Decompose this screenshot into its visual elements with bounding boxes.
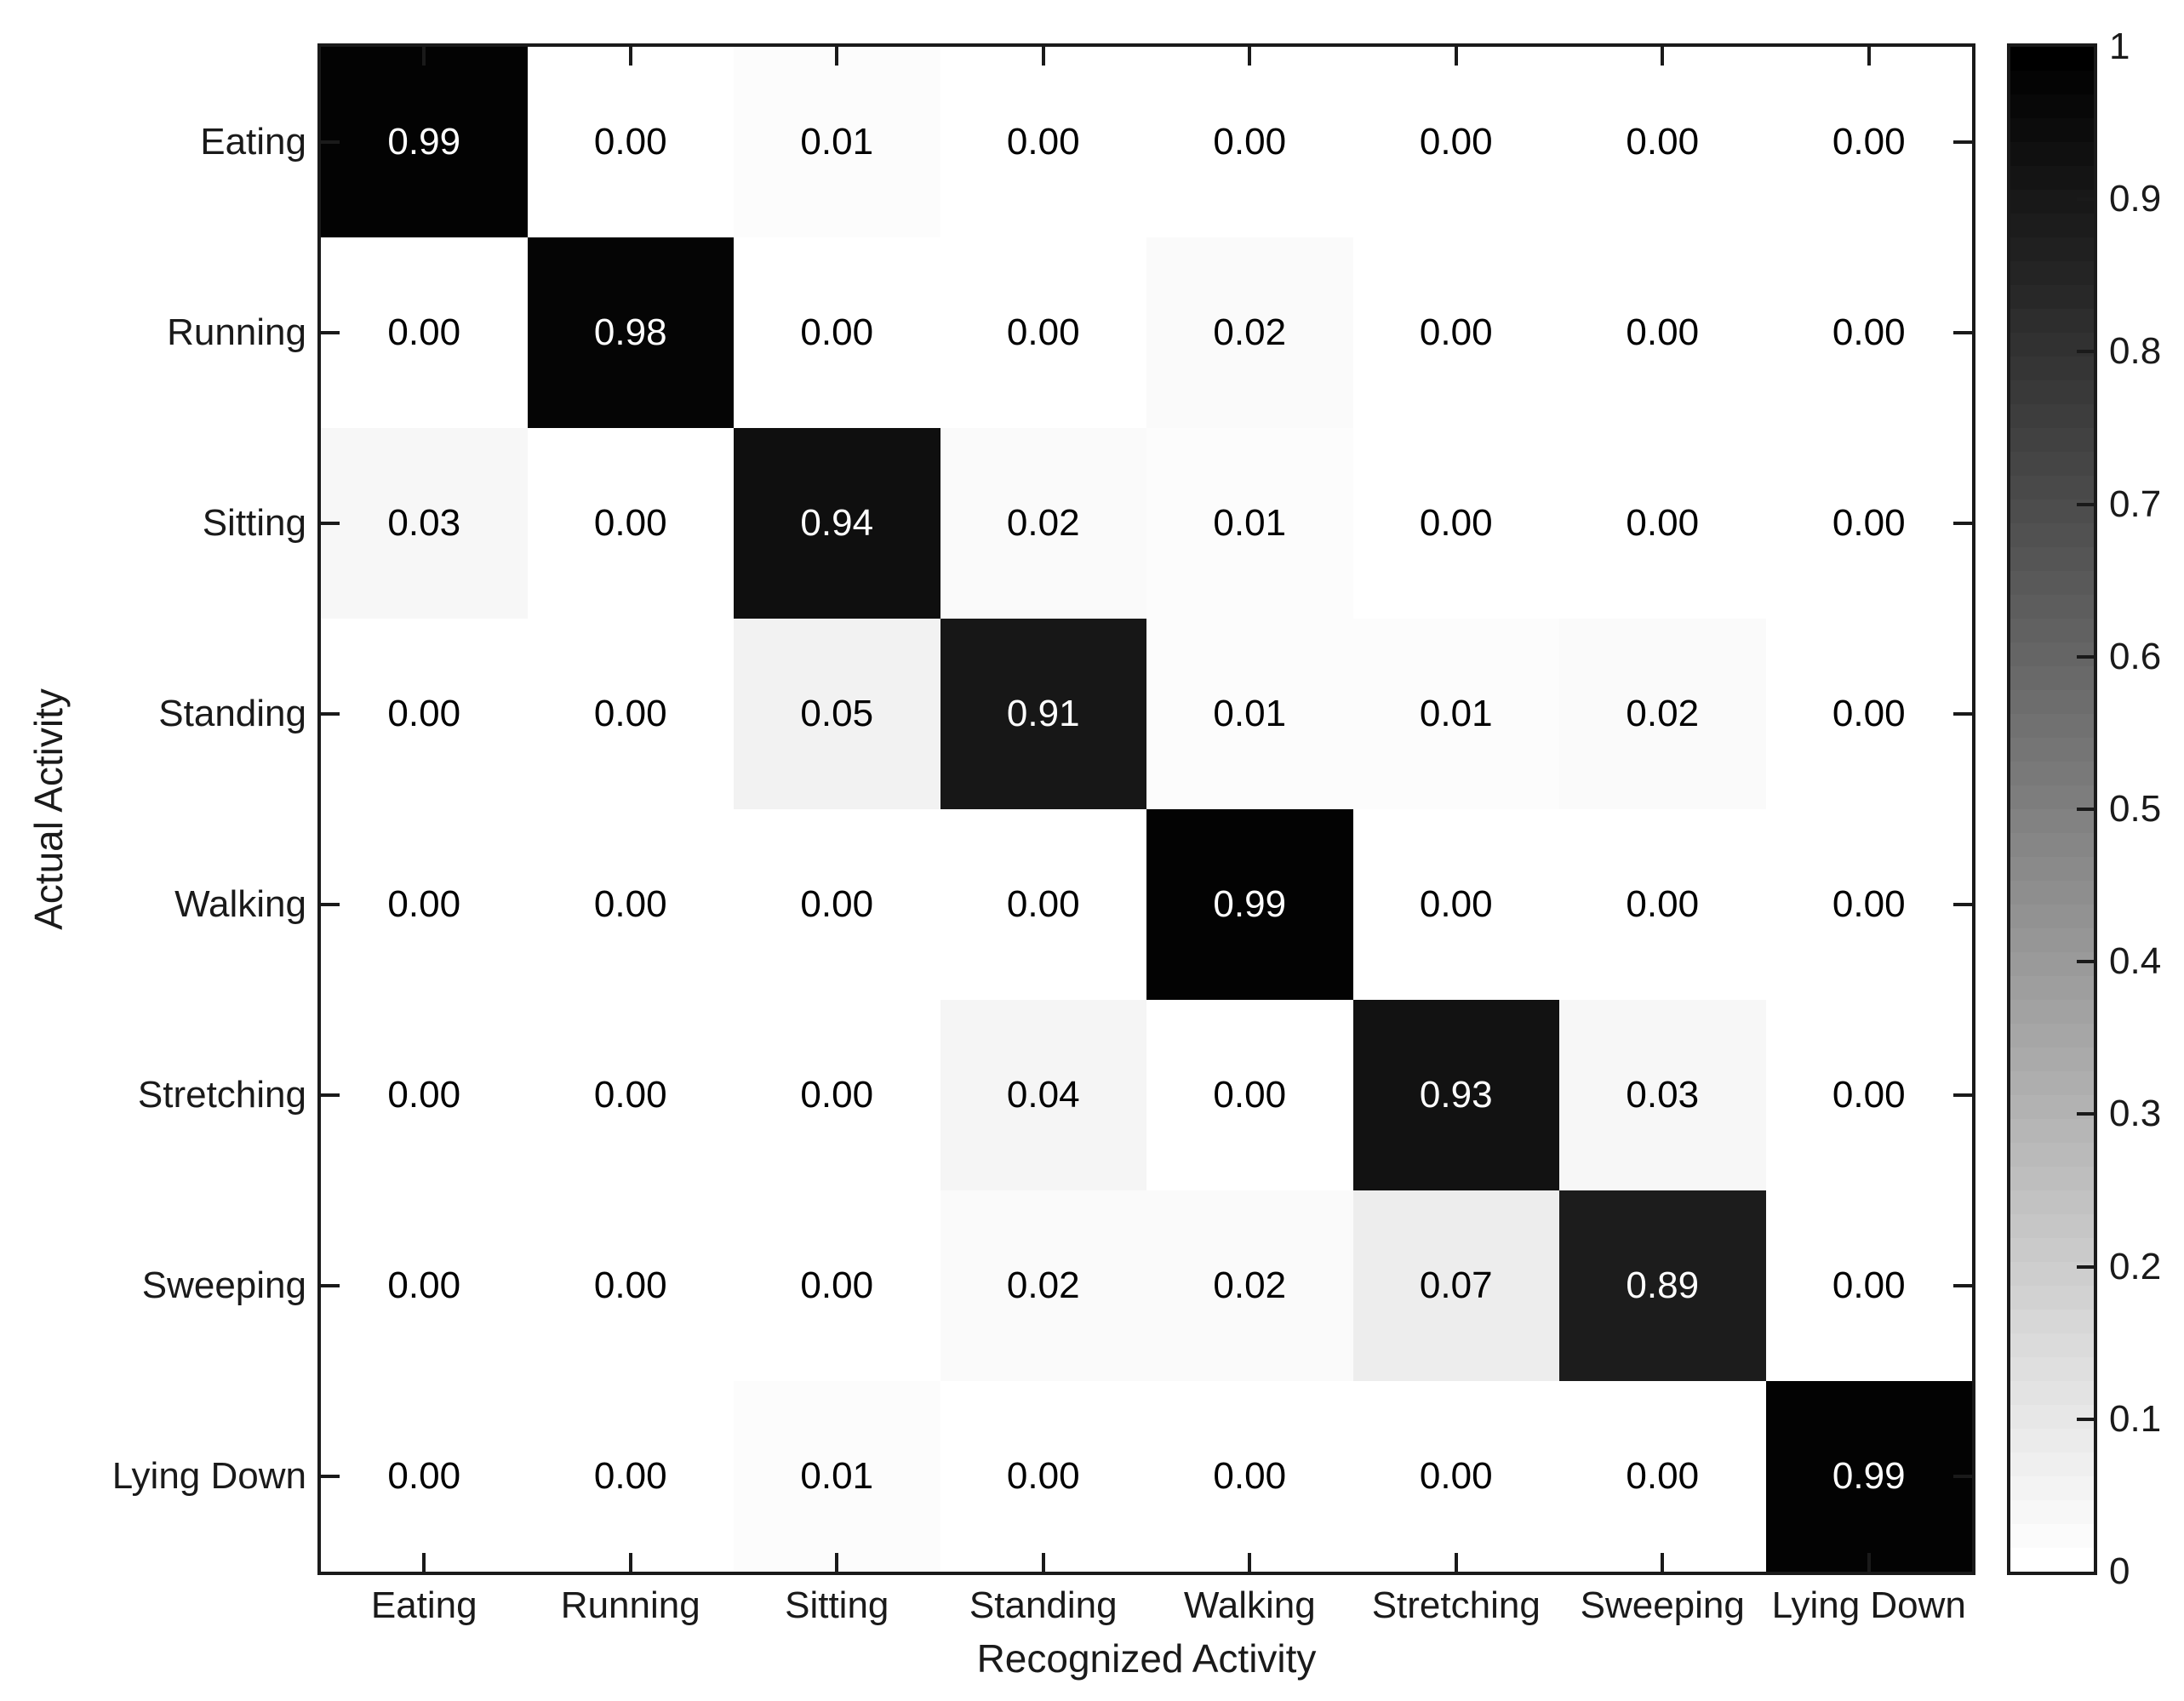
heatmap-cell: 0.00	[1559, 47, 1766, 237]
heatmap-cell: 0.00	[1146, 47, 1353, 237]
heatmap-cell: 0.02	[1146, 237, 1353, 428]
heatmap-cell: 0.00	[321, 1190, 528, 1381]
heatmap-cell: 0.00	[527, 1381, 734, 1572]
heatmap-cell: 0.00	[734, 1000, 940, 1190]
heatmap-cell: 0.02	[1559, 619, 1766, 809]
x-tick-label: Sweeping	[1580, 1584, 1745, 1626]
y-tick-label: Standing	[158, 693, 306, 734]
heatmap-cell: 0.00	[527, 428, 734, 619]
heatmap-cell: 0.00	[940, 237, 1146, 428]
heatmap-cell: 0.99	[321, 47, 528, 237]
colorbar-tick-label: 0.7	[2109, 482, 2162, 525]
heatmap-cell: 0.00	[940, 1381, 1146, 1572]
heatmap-cell: 0.00	[1559, 1381, 1766, 1572]
heatmap-cell: 0.04	[940, 1000, 1146, 1190]
heatmap-cell: 0.00	[1559, 428, 1766, 619]
heatmap-cell: 0.00	[1765, 619, 1972, 809]
colorbar-tick-label: 0.3	[2109, 1093, 2162, 1135]
colorbar-tick-label: 0.8	[2109, 330, 2162, 373]
x-tick-label: Eating	[370, 1584, 477, 1626]
heatmap-cell: 0.89	[1559, 1190, 1766, 1381]
colorbar	[2010, 47, 2094, 1572]
x-tick-label: Stretching	[1371, 1584, 1541, 1626]
heatmap-cell: 0.00	[1559, 809, 1766, 1000]
heatmap-cell: 0.00	[321, 809, 528, 1000]
y-tick-label: Sweeping	[141, 1264, 306, 1306]
y-tick-label: Sitting	[202, 502, 306, 544]
heatmap-cell: 0.91	[940, 619, 1146, 809]
heatmap-cell: 0.03	[321, 428, 528, 619]
heatmap-cell: 0.00	[1765, 47, 1972, 237]
colorbar-tick-label: 1	[2109, 26, 2130, 67]
heatmap-plot-area: 0.99 0.00 0.01 0.00 0.00 0.00 0.00 0.00 0.00 0.98…	[321, 47, 1972, 1572]
heatmap-cell: 0.00	[1352, 237, 1559, 428]
y-tick-label: Lying Down	[111, 1455, 306, 1497]
heatmap-cell: 0.94	[734, 428, 940, 619]
heatmap-cell: 0.00	[1559, 237, 1766, 428]
heatmap-cell: 0.01	[734, 47, 940, 237]
colorbar-tick-label: 0.9	[2109, 178, 2162, 220]
heatmap-cell: 0.00	[321, 237, 528, 428]
colorbar-tick-label: 0.4	[2109, 940, 2162, 983]
x-tick-label: Running	[560, 1584, 700, 1626]
x-tick-label: Lying Down	[1771, 1584, 1966, 1626]
heatmap-cell: 0.00	[1765, 1000, 1972, 1190]
colorbar-tick-label: 0.5	[2109, 788, 2162, 830]
y-axis-title: Actual Activity	[26, 688, 71, 930]
heatmap-cell: 0.00	[1765, 237, 1972, 428]
heatmap-cell: 0.00	[1146, 1000, 1353, 1190]
colorbar-tick-label: 0	[2109, 1550, 2130, 1592]
y-tick-label: Walking	[174, 883, 306, 925]
x-tick-label: Walking	[1183, 1584, 1316, 1626]
heatmap-cell: 0.07	[1352, 1190, 1559, 1381]
heatmap-cell: 0.00	[1765, 428, 1972, 619]
y-tick-label: Running	[167, 311, 306, 353]
colorbar-tick-label: 0.6	[2109, 635, 2162, 677]
heatmap-cell: 0.01	[1146, 428, 1353, 619]
heatmap-cell: 0.00	[940, 809, 1146, 1000]
x-tick-label: Standing	[969, 1584, 1118, 1626]
heatmap-cell: 0.99	[1765, 1381, 1972, 1572]
colorbar-tick-label: 0.1	[2109, 1397, 2162, 1440]
heatmap-cell: 0.05	[734, 619, 940, 809]
heatmap-cell: 0.99	[1146, 809, 1353, 1000]
heatmap-cell: 0.00	[734, 809, 940, 1000]
heatmap-cell: 0.02	[940, 1190, 1146, 1381]
heatmap-cell: 0.00	[940, 47, 1146, 237]
heatmap-cell: 0.00	[527, 47, 734, 237]
heatmap-cell: 0.00	[1352, 47, 1559, 237]
heatmap-cell: 0.00	[1765, 809, 1972, 1000]
heatmap-cell: 0.00	[321, 1000, 528, 1190]
x-tick-label: Sitting	[785, 1584, 889, 1626]
heatmap-cell: 0.01	[1352, 619, 1559, 809]
heatmap-cell: 0.00	[734, 1190, 940, 1381]
y-tick-label: Stretching	[137, 1074, 306, 1116]
heatmap-cell: 0.00	[1146, 1381, 1353, 1572]
heatmap-cell: 0.93	[1352, 1000, 1559, 1190]
heatmap-cell: 0.00	[527, 1000, 734, 1190]
heatmap-cell: 0.00	[527, 1190, 734, 1381]
heatmap-cell: 0.98	[527, 237, 734, 428]
heatmap-cell: 0.00	[734, 237, 940, 428]
heatmap-cell: 0.00	[527, 619, 734, 809]
heatmap-cell: 0.01	[734, 1381, 940, 1572]
heatmap-cell: 0.00	[1352, 428, 1559, 619]
y-tick-label: Eating	[200, 121, 306, 163]
colorbar-tick-label: 0.2	[2109, 1245, 2162, 1287]
heatmap-cell: 0.02	[940, 428, 1146, 619]
heatmap-cell: 0.00	[321, 1381, 528, 1572]
heatmap-cell: 0.00	[1765, 1190, 1972, 1381]
heatmap-cell: 0.02	[1146, 1190, 1353, 1381]
heatmap-cell: 0.03	[1559, 1000, 1766, 1190]
heatmap-cell: 0.00	[321, 619, 528, 809]
x-axis-title: Recognized Activity	[976, 1636, 1317, 1681]
heatmap-cell: 0.00	[1352, 1381, 1559, 1572]
heatmap-cell: 0.01	[1146, 619, 1353, 809]
heatmap-cell: 0.00	[527, 809, 734, 1000]
heatmap-cell: 0.00	[1352, 809, 1559, 1000]
